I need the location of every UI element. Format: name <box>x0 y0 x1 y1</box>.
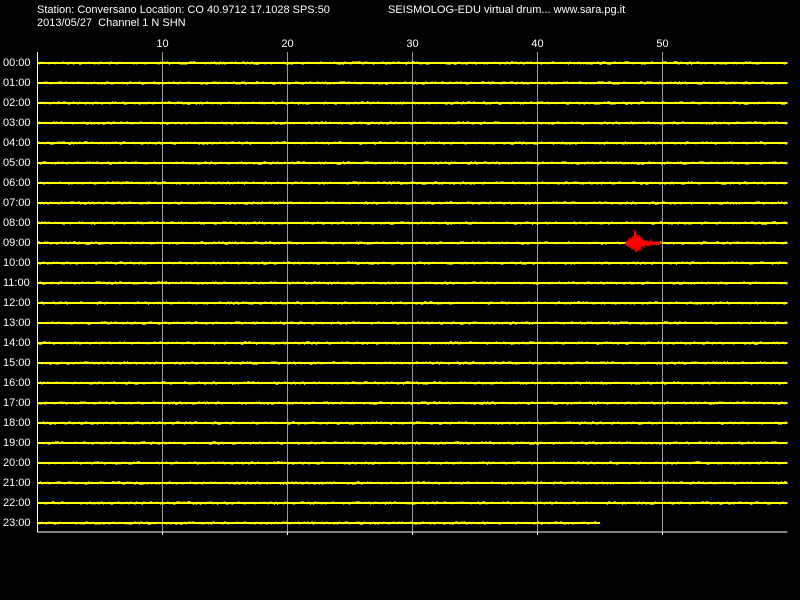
row-label: 18:00 <box>3 417 31 429</box>
trace-noise <box>37 120 788 125</box>
trace-noise <box>37 200 788 206</box>
row-label: 17:00 <box>3 397 31 409</box>
row-label: 00:00 <box>3 57 31 69</box>
row-label: 06:00 <box>3 177 31 189</box>
trace-noise <box>37 320 788 326</box>
trace-noise <box>37 400 788 406</box>
trace-noise <box>37 520 601 526</box>
chart-subtitle: 2013/05/27 Channel 1 N SHN <box>37 17 186 29</box>
trace-noise <box>37 220 788 226</box>
x-tick-label: 50 <box>656 38 668 50</box>
row-label: 22:00 <box>3 497 31 509</box>
trace-noise <box>37 160 788 166</box>
trace-noise <box>37 460 788 466</box>
x-tick-label: 30 <box>406 38 418 50</box>
row-label: 12:00 <box>3 297 31 309</box>
trace-noise <box>37 420 788 426</box>
trace-noise <box>37 480 788 486</box>
row-label: 09:00 <box>3 237 31 249</box>
row-label: 08:00 <box>3 217 31 229</box>
chart-source: SEISMOLOG-EDU virtual drum... www.sara.p… <box>388 4 625 16</box>
trace-noise <box>37 500 788 506</box>
row-label: 05:00 <box>3 157 31 169</box>
trace-noise <box>37 440 788 446</box>
row-label: 14:00 <box>3 337 31 349</box>
trace-noise <box>37 59 788 66</box>
trace-noise <box>37 380 788 386</box>
trace-noise <box>37 100 788 106</box>
trace-noise <box>37 140 788 146</box>
trace-noise <box>37 280 788 286</box>
trace-noise <box>37 260 788 266</box>
row-label: 11:00 <box>3 277 30 289</box>
trace-noise <box>37 180 788 186</box>
trace-noise <box>37 340 788 346</box>
trace-noise <box>37 80 788 86</box>
row-label: 02:00 <box>3 97 31 109</box>
x-tick-label: 10 <box>156 38 168 50</box>
row-label: 20:00 <box>3 457 31 469</box>
row-label: 16:00 <box>3 377 31 389</box>
row-label: 15:00 <box>3 357 31 369</box>
row-label: 01:00 <box>3 77 31 89</box>
trace-noise <box>37 300 788 306</box>
chart-title: Station: Conversano Location: CO 40.9712… <box>37 4 330 16</box>
row-label: 19:00 <box>3 437 31 449</box>
row-label: 13:00 <box>3 317 31 329</box>
row-label: 21:00 <box>3 477 31 489</box>
row-label: 23:00 <box>3 517 31 529</box>
trace-noise <box>37 360 788 366</box>
row-label: 03:00 <box>3 117 31 129</box>
x-tick-label: 40 <box>531 38 543 50</box>
row-label: 04:00 <box>3 137 31 149</box>
x-tick-label: 20 <box>281 38 293 50</box>
row-label: 07:00 <box>3 197 31 209</box>
event <box>624 230 663 253</box>
row-label: 10:00 <box>3 257 31 269</box>
